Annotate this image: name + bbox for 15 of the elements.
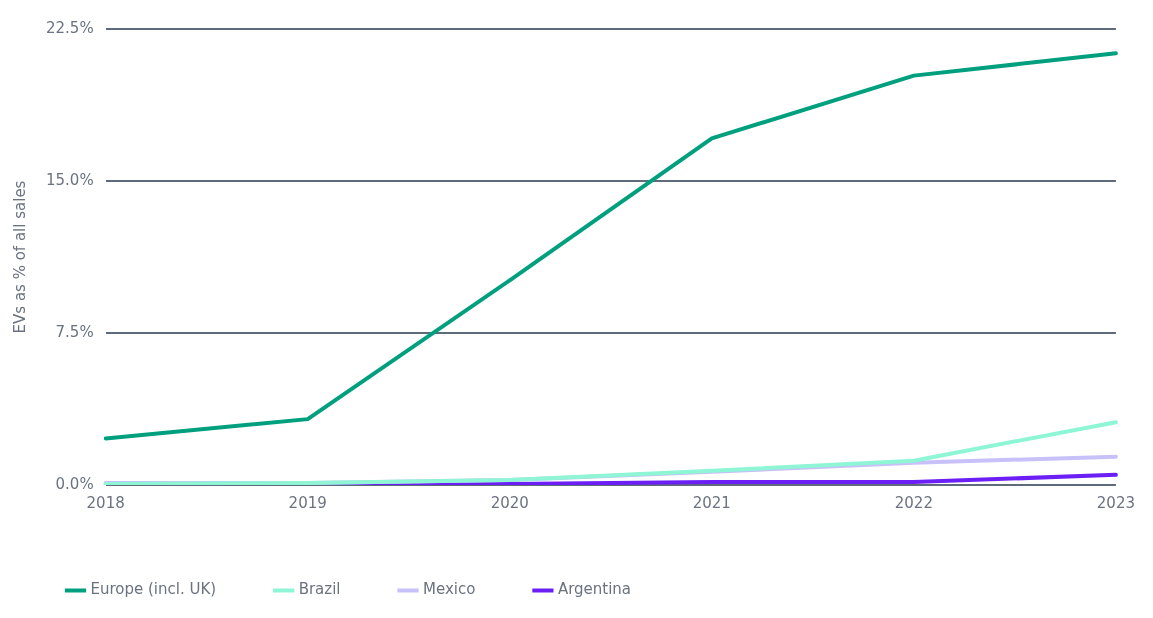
y-tick-label: 0.0% — [55, 474, 94, 493]
y-tick-label: 22.5% — [46, 18, 94, 37]
y-axis-title: EVs as % of all sales — [10, 180, 29, 334]
x-tick-label: 2020 — [490, 493, 529, 512]
legend-label: Mexico — [423, 580, 476, 599]
legend-label: Argentina — [557, 580, 632, 599]
legend-label: Brazil — [298, 580, 341, 599]
legend-label: Europe (incl. UK) — [90, 580, 217, 599]
x-tick-label: 2022 — [894, 493, 933, 512]
y-tick-label: 7.5% — [55, 322, 94, 341]
y-tick-label: 15.0% — [46, 170, 94, 189]
x-tick-label: 2018 — [86, 493, 125, 512]
x-tick-label: 2021 — [692, 493, 731, 512]
x-tick-label: 2019 — [288, 493, 327, 512]
x-tick-label: 2023 — [1096, 493, 1136, 512]
